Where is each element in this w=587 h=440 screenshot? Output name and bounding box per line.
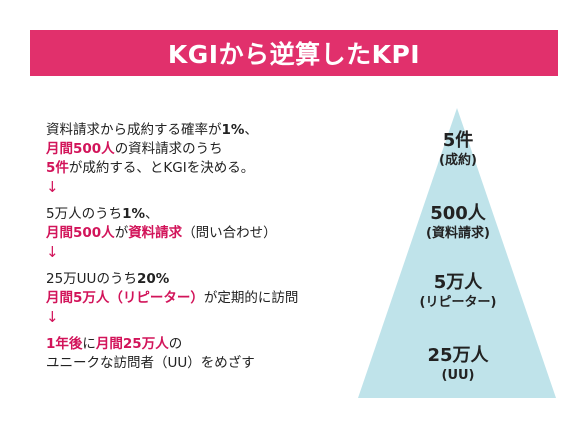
highlight-text: 月間500人 — [46, 225, 115, 241]
pyramid-level-sub: (リピーター) — [419, 295, 497, 310]
pyramid-level-1: 5件 (成約) — [378, 130, 538, 170]
highlight-text: 月間5万人（リピーター） — [46, 290, 204, 306]
step-text: 、 — [244, 122, 258, 138]
pyramid-level-3: 5万人 (リピーター) — [378, 272, 538, 312]
step-line: 月間5万人（リピーター）が定期的に訪問 — [46, 289, 376, 308]
step-text: が定期的に訪問 — [203, 290, 299, 306]
highlight-text: 1年後 — [46, 336, 83, 352]
step-line: 資料請求から成約する確率が1%、 — [46, 121, 376, 140]
step-text: 5万人のうち — [46, 206, 123, 222]
down-arrow-icon: ↓ — [46, 243, 59, 261]
pyramid-level-main: 25万人 — [427, 345, 489, 366]
step-text: の — [168, 336, 183, 352]
pyramid-level-4: 25万人 (UU) — [378, 345, 538, 385]
pyramid-level-main: 5万人 — [433, 272, 483, 293]
kpi-pyramid — [358, 108, 556, 398]
step-line: 25万UUのうち20% — [46, 270, 376, 289]
step-text: 20% — [136, 271, 170, 287]
highlight-text: 5件 — [46, 160, 69, 176]
title-banner: KGIから逆算したKPI — [30, 30, 558, 76]
step-line: 5件が成約する、とKGIを決める。 — [46, 159, 376, 178]
step-text: ユニークな訪問者（UU）をめざす — [46, 355, 255, 371]
step-text: 25万UUのうち — [46, 271, 137, 287]
pyramid-level-main: 500人 — [430, 203, 486, 224]
step-text: 1% — [221, 122, 245, 138]
step-text: の資料請求のうち — [114, 141, 223, 157]
step-text: 、 — [145, 206, 159, 222]
pyramid-level-2: 500人 (資料請求) — [378, 203, 538, 243]
step-list: 資料請求から成約する確率が1%、 月間500人の資料請求のうち 5件が成約する、とK… — [46, 121, 376, 373]
step-line: ユニークな訪問者（UU）をめざす — [46, 354, 376, 373]
pyramid-level-main: 5件 — [442, 130, 474, 151]
pyramid-level-sub: (成約) — [439, 153, 477, 168]
step-line: 月間500人の資料請求のうち — [46, 140, 376, 159]
step-block: 1年後に月間25万人の ユニークな訪問者（UU）をめざす — [46, 335, 376, 373]
step-line: 1年後に月間25万人の — [46, 335, 376, 354]
pyramid-level-sub: (UU) — [441, 368, 475, 383]
step-text: 資料請求から成約する確率が — [46, 122, 222, 138]
step-text: が成約する、とKGIを決める。 — [68, 160, 255, 176]
step-line: 5万人のうち1%、 — [46, 205, 376, 224]
down-arrow-icon: ↓ — [46, 178, 59, 196]
step-text: （問い合わせ） — [182, 225, 277, 241]
pyramid-level-sub: (資料請求) — [426, 226, 490, 241]
step-block: 5万人のうち1%、 月間500人が資料請求（問い合わせ） — [46, 205, 376, 243]
down-arrow-icon: ↓ — [46, 308, 59, 326]
step-block: 25万UUのうち20% 月間5万人（リピーター）が定期的に訪問 — [46, 270, 376, 308]
highlight-text: 月間500人 — [46, 141, 115, 157]
step-line: 月間500人が資料請求（問い合わせ） — [46, 224, 376, 243]
step-text: が — [114, 225, 129, 241]
pyramid-triangle — [358, 108, 556, 398]
step-text: 1% — [122, 206, 146, 222]
step-block: 資料請求から成約する確率が1%、 月間500人の資料請求のうち 5件が成約する、とK… — [46, 121, 376, 178]
highlight-text: 月間25万人 — [95, 336, 169, 352]
page-title: KGIから逆算したKPI — [167, 40, 421, 69]
step-text: に — [82, 336, 96, 352]
highlight-text: 資料請求 — [128, 225, 183, 241]
